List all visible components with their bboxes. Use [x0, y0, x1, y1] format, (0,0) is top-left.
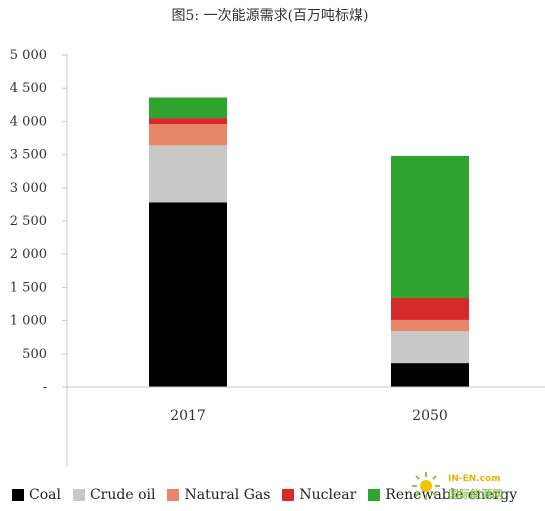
legend-label: Crude oil: [89, 487, 156, 503]
y-tick-label: 4 500: [10, 81, 47, 96]
watermark-line2: 国际能源网: [448, 488, 503, 501]
bar-segment-2017-renewable-energy: [149, 97, 227, 119]
bar-segment-2017-crude-oil: [149, 145, 227, 203]
bar-segment-2050-coal: [391, 363, 469, 387]
legend-item: Coal: [12, 487, 61, 503]
bar-segment-2050-nuclear: [391, 298, 469, 320]
y-axis: - 500 1 000 1 500 2 000 2 500 3 000 3 500 4 000 4…: [10, 48, 68, 467]
sun-logo-icon: [412, 472, 440, 500]
bar-segment-2050-crude-oil: [391, 331, 469, 364]
bar-segment-2050-renewable-energy: [391, 155, 469, 299]
watermark-line1: IN-EN.com: [448, 474, 501, 484]
bars: [149, 97, 469, 387]
legend-swatch: [368, 489, 381, 501]
legend-swatch: [282, 489, 295, 501]
bar-segment-2050-natural-gas: [391, 319, 469, 332]
y-tick-label: 3 500: [10, 148, 47, 163]
legend-item: Natural Gas: [167, 487, 270, 503]
legend-item: Crude oil: [72, 487, 156, 503]
legend-swatch: [72, 489, 85, 501]
y-tick-label: 2 000: [10, 247, 47, 262]
legend: Coal Crude oil Natural Gas Nuclear Renewable…: [12, 487, 517, 503]
legend-label: Nuclear: [299, 487, 357, 503]
y-tick-label: 500: [22, 347, 47, 362]
legend-item: Renewable energy: [368, 487, 517, 503]
x-category-label: 2017: [170, 408, 206, 424]
x-category-label: 2050: [412, 408, 448, 424]
legend-label: Natural Gas: [184, 487, 271, 503]
y-tick-label: 2 500: [10, 214, 47, 229]
y-tick-label: 3 000: [10, 181, 47, 196]
bar-segment-2017-nuclear: [149, 118, 227, 125]
y-tick-label: 1 000: [10, 314, 47, 329]
bar-segment-2017-coal: [149, 202, 227, 387]
bar-segment-2017-natural-gas: [149, 124, 227, 146]
y-tick-label: 1 500: [10, 280, 47, 295]
y-tick-label: -: [43, 380, 47, 395]
legend-swatch: [167, 489, 180, 501]
legend-label: Coal: [29, 487, 61, 503]
x-axis: 2017 2050: [67, 386, 545, 424]
y-tick-label: 4 000: [10, 114, 47, 129]
legend-swatch: [12, 489, 24, 501]
watermark: IN-EN.com 国际能源网: [408, 470, 543, 502]
y-tick-label: 5 000: [10, 48, 47, 63]
chart-title: 图5: 一次能源需求(百万吨标煤): [172, 8, 369, 24]
legend-item: Nuclear: [282, 487, 356, 503]
legend-label: Renewable energy: [385, 487, 518, 503]
